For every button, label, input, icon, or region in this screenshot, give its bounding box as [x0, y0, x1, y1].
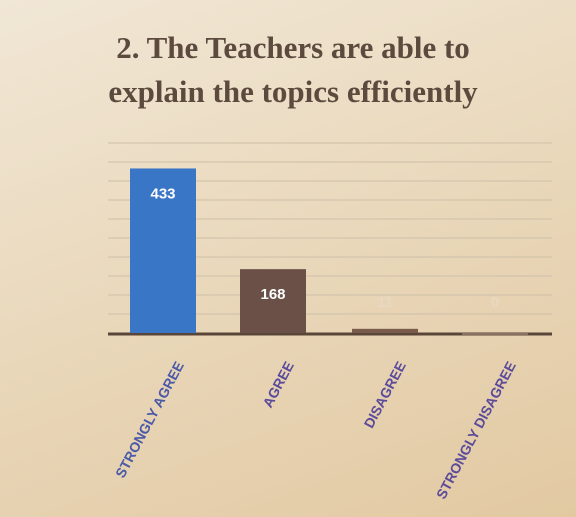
- bar: [462, 333, 528, 335]
- x-tick-label: DISAGREE: [360, 359, 408, 431]
- value-label: 433: [150, 185, 175, 202]
- x-tick-label: STRONGLY DISAGREE: [433, 359, 519, 502]
- x-tick-label: AGREE: [259, 359, 297, 410]
- value-label: 0: [491, 294, 499, 311]
- x-tick-label: STRONGLY AGREE: [112, 359, 187, 481]
- chart-title: 2. The Teachers are able to explain the …: [108, 30, 478, 109]
- value-label: 11: [377, 294, 393, 311]
- bar: [240, 269, 306, 333]
- bar: [352, 328, 418, 333]
- value-label: 168: [260, 286, 285, 303]
- bar: [130, 168, 196, 333]
